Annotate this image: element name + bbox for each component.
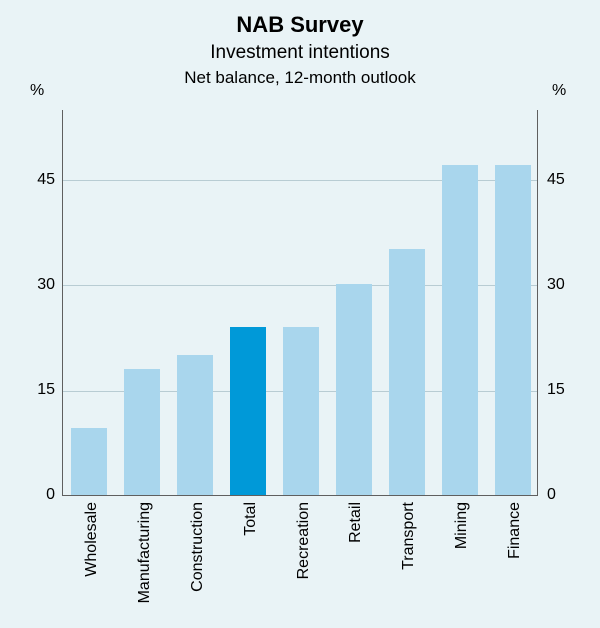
y-tick-right: 30 [547, 276, 565, 294]
bar [124, 369, 160, 495]
y-tick-right: 15 [547, 381, 565, 399]
y-tick-left: 30 [15, 276, 55, 294]
bar [71, 428, 107, 495]
chart-title: NAB Survey [0, 12, 600, 38]
bar [283, 327, 319, 495]
x-axis-label: Recreation [295, 502, 313, 622]
y-axis-unit-right: % [552, 82, 566, 100]
x-axis-label: Mining [453, 502, 471, 622]
bar [230, 327, 266, 495]
y-tick-left: 0 [15, 486, 55, 504]
y-tick-left: 15 [15, 381, 55, 399]
y-tick-right: 45 [547, 171, 565, 189]
x-axis-label: Finance [506, 502, 524, 622]
chart-subtitle: Investment intentions [0, 42, 600, 64]
x-axis-label: Manufacturing [136, 502, 154, 622]
x-axis-label: Transport [400, 502, 418, 622]
y-axis-unit-left: % [30, 82, 44, 100]
x-axis-label: Retail [347, 502, 365, 622]
x-axis-label: Construction [189, 502, 207, 622]
bar [389, 249, 425, 495]
bar [442, 165, 478, 495]
bar [177, 355, 213, 495]
chart-note: Net balance, 12-month outlook [0, 68, 600, 88]
bar [495, 165, 531, 495]
y-tick-left: 45 [15, 171, 55, 189]
y-tick-right: 0 [547, 486, 556, 504]
bar [336, 284, 372, 495]
plot-area: 00151530304545WholesaleManufacturingCons… [62, 110, 538, 496]
x-axis-label: Total [242, 502, 260, 622]
chart-container: NAB Survey Investment intentions Net bal… [0, 0, 600, 628]
x-axis-label: Wholesale [83, 502, 101, 622]
